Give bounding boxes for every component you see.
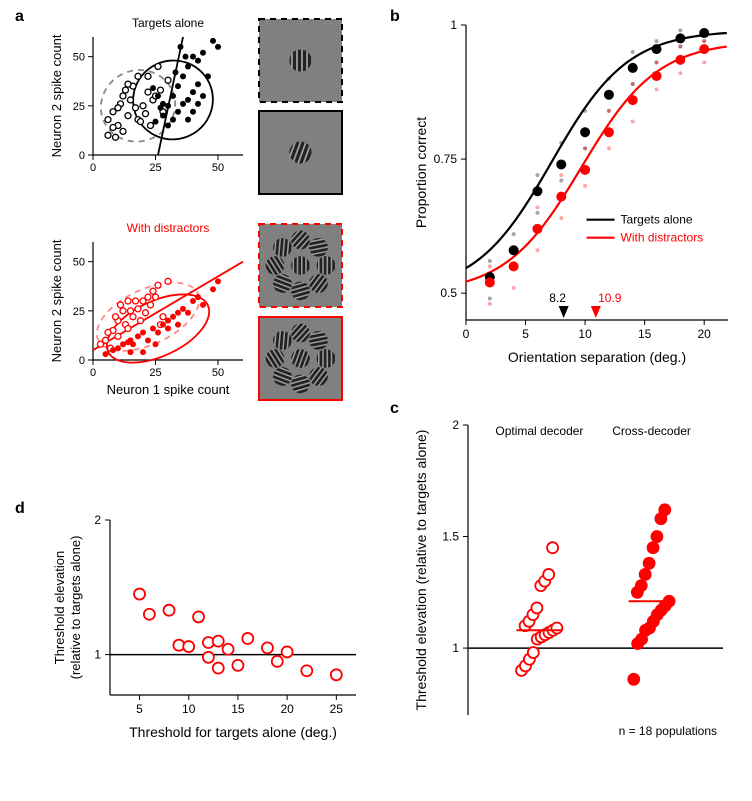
svg-text:0: 0	[79, 355, 85, 367]
svg-text:Targets alone: Targets alone	[132, 16, 204, 30]
svg-text:0: 0	[463, 327, 470, 341]
svg-text:1: 1	[452, 641, 459, 655]
svg-text:0: 0	[90, 162, 96, 174]
svg-text:Neuron 2 spike count: Neuron 2 spike count	[49, 34, 64, 157]
svg-text:Targets alone: Targets alone	[621, 213, 693, 227]
svg-text:0.75: 0.75	[434, 152, 458, 166]
svg-text:0: 0	[79, 150, 85, 162]
stimulus-distractors-dashed	[258, 223, 343, 308]
svg-text:1.5: 1.5	[442, 530, 459, 544]
svg-text:10: 10	[182, 702, 196, 716]
panel-c-label: c	[390, 400, 399, 418]
svg-text:Neuron 2 spike count: Neuron 2 spike count	[49, 239, 64, 362]
svg-text:Threshold elevation: Threshold elevation	[52, 551, 67, 664]
svg-text:20: 20	[698, 327, 712, 341]
svg-text:8.2: 8.2	[549, 291, 566, 305]
svg-text:0.5: 0.5	[440, 286, 457, 300]
svg-text:1: 1	[450, 18, 457, 32]
panel-c-strip: 1 1.5 2 Threshold elevation (relative to ta…	[408, 410, 738, 750]
svg-text:25: 25	[73, 101, 85, 113]
stimulus-targetsalone-solid	[258, 110, 343, 195]
svg-text:5: 5	[136, 702, 143, 716]
svg-text:Cross-decoder: Cross-decoder	[612, 424, 691, 438]
panel-d-label: d	[15, 500, 25, 518]
svg-text:(relative to targets alone): (relative to targets alone)	[68, 536, 83, 680]
svg-text:50: 50	[73, 52, 85, 64]
svg-text:With distractors: With distractors	[621, 231, 704, 245]
svg-text:Threshold elevation (relative: Threshold elevation (relative to targets…	[413, 430, 429, 711]
svg-text:50: 50	[73, 257, 85, 269]
svg-text:25: 25	[73, 306, 85, 318]
svg-text:25: 25	[330, 702, 344, 716]
svg-text:2: 2	[452, 418, 459, 432]
svg-text:Threshold for targets alone (d: Threshold for targets alone (deg.)	[129, 724, 337, 740]
svg-text:n = 18 populations: n = 18 populations	[619, 724, 717, 738]
svg-text:25: 25	[149, 162, 161, 174]
panel-b-label: b	[390, 8, 400, 26]
svg-text:0: 0	[90, 367, 96, 379]
svg-text:25: 25	[149, 367, 161, 379]
panel-a-top-scatter: 0 25 50 0 25 50 Targets alone Neuron 2 spike co…	[48, 15, 248, 195]
svg-text:1: 1	[94, 648, 101, 662]
panel-b-psychometric: 0 5 10 15 20 0.5 0.75 1 Orientation separation (…	[408, 15, 738, 375]
svg-text:10.9: 10.9	[598, 291, 622, 305]
svg-text:Optimal decoder: Optimal decoder	[495, 424, 583, 438]
svg-text:Neuron 1 spike count: Neuron 1 spike count	[107, 382, 230, 397]
stimulus-targetsalone-dashed	[258, 18, 343, 103]
svg-text:Proportion correct: Proportion correct	[413, 117, 429, 228]
panel-d-scatter: 5 10 15 20 25 1 2 Threshold for targets alone (…	[48, 500, 368, 750]
svg-text:10: 10	[578, 327, 592, 341]
panel-a-bottom-scatter: 0 25 50 0 25 50 With distractors Neuron 2 spike…	[48, 220, 248, 400]
svg-text:5: 5	[522, 327, 529, 341]
svg-text:15: 15	[231, 702, 245, 716]
svg-text:With distractors: With distractors	[127, 221, 210, 235]
stimulus-distractors-solid	[258, 316, 343, 401]
svg-text:Orientation separation (deg.): Orientation separation (deg.)	[508, 349, 686, 365]
svg-text:50: 50	[212, 162, 224, 174]
svg-text:15: 15	[638, 327, 652, 341]
svg-text:2: 2	[94, 513, 101, 527]
panel-a-label: a	[15, 8, 24, 26]
svg-text:50: 50	[212, 367, 224, 379]
svg-text:20: 20	[280, 702, 294, 716]
